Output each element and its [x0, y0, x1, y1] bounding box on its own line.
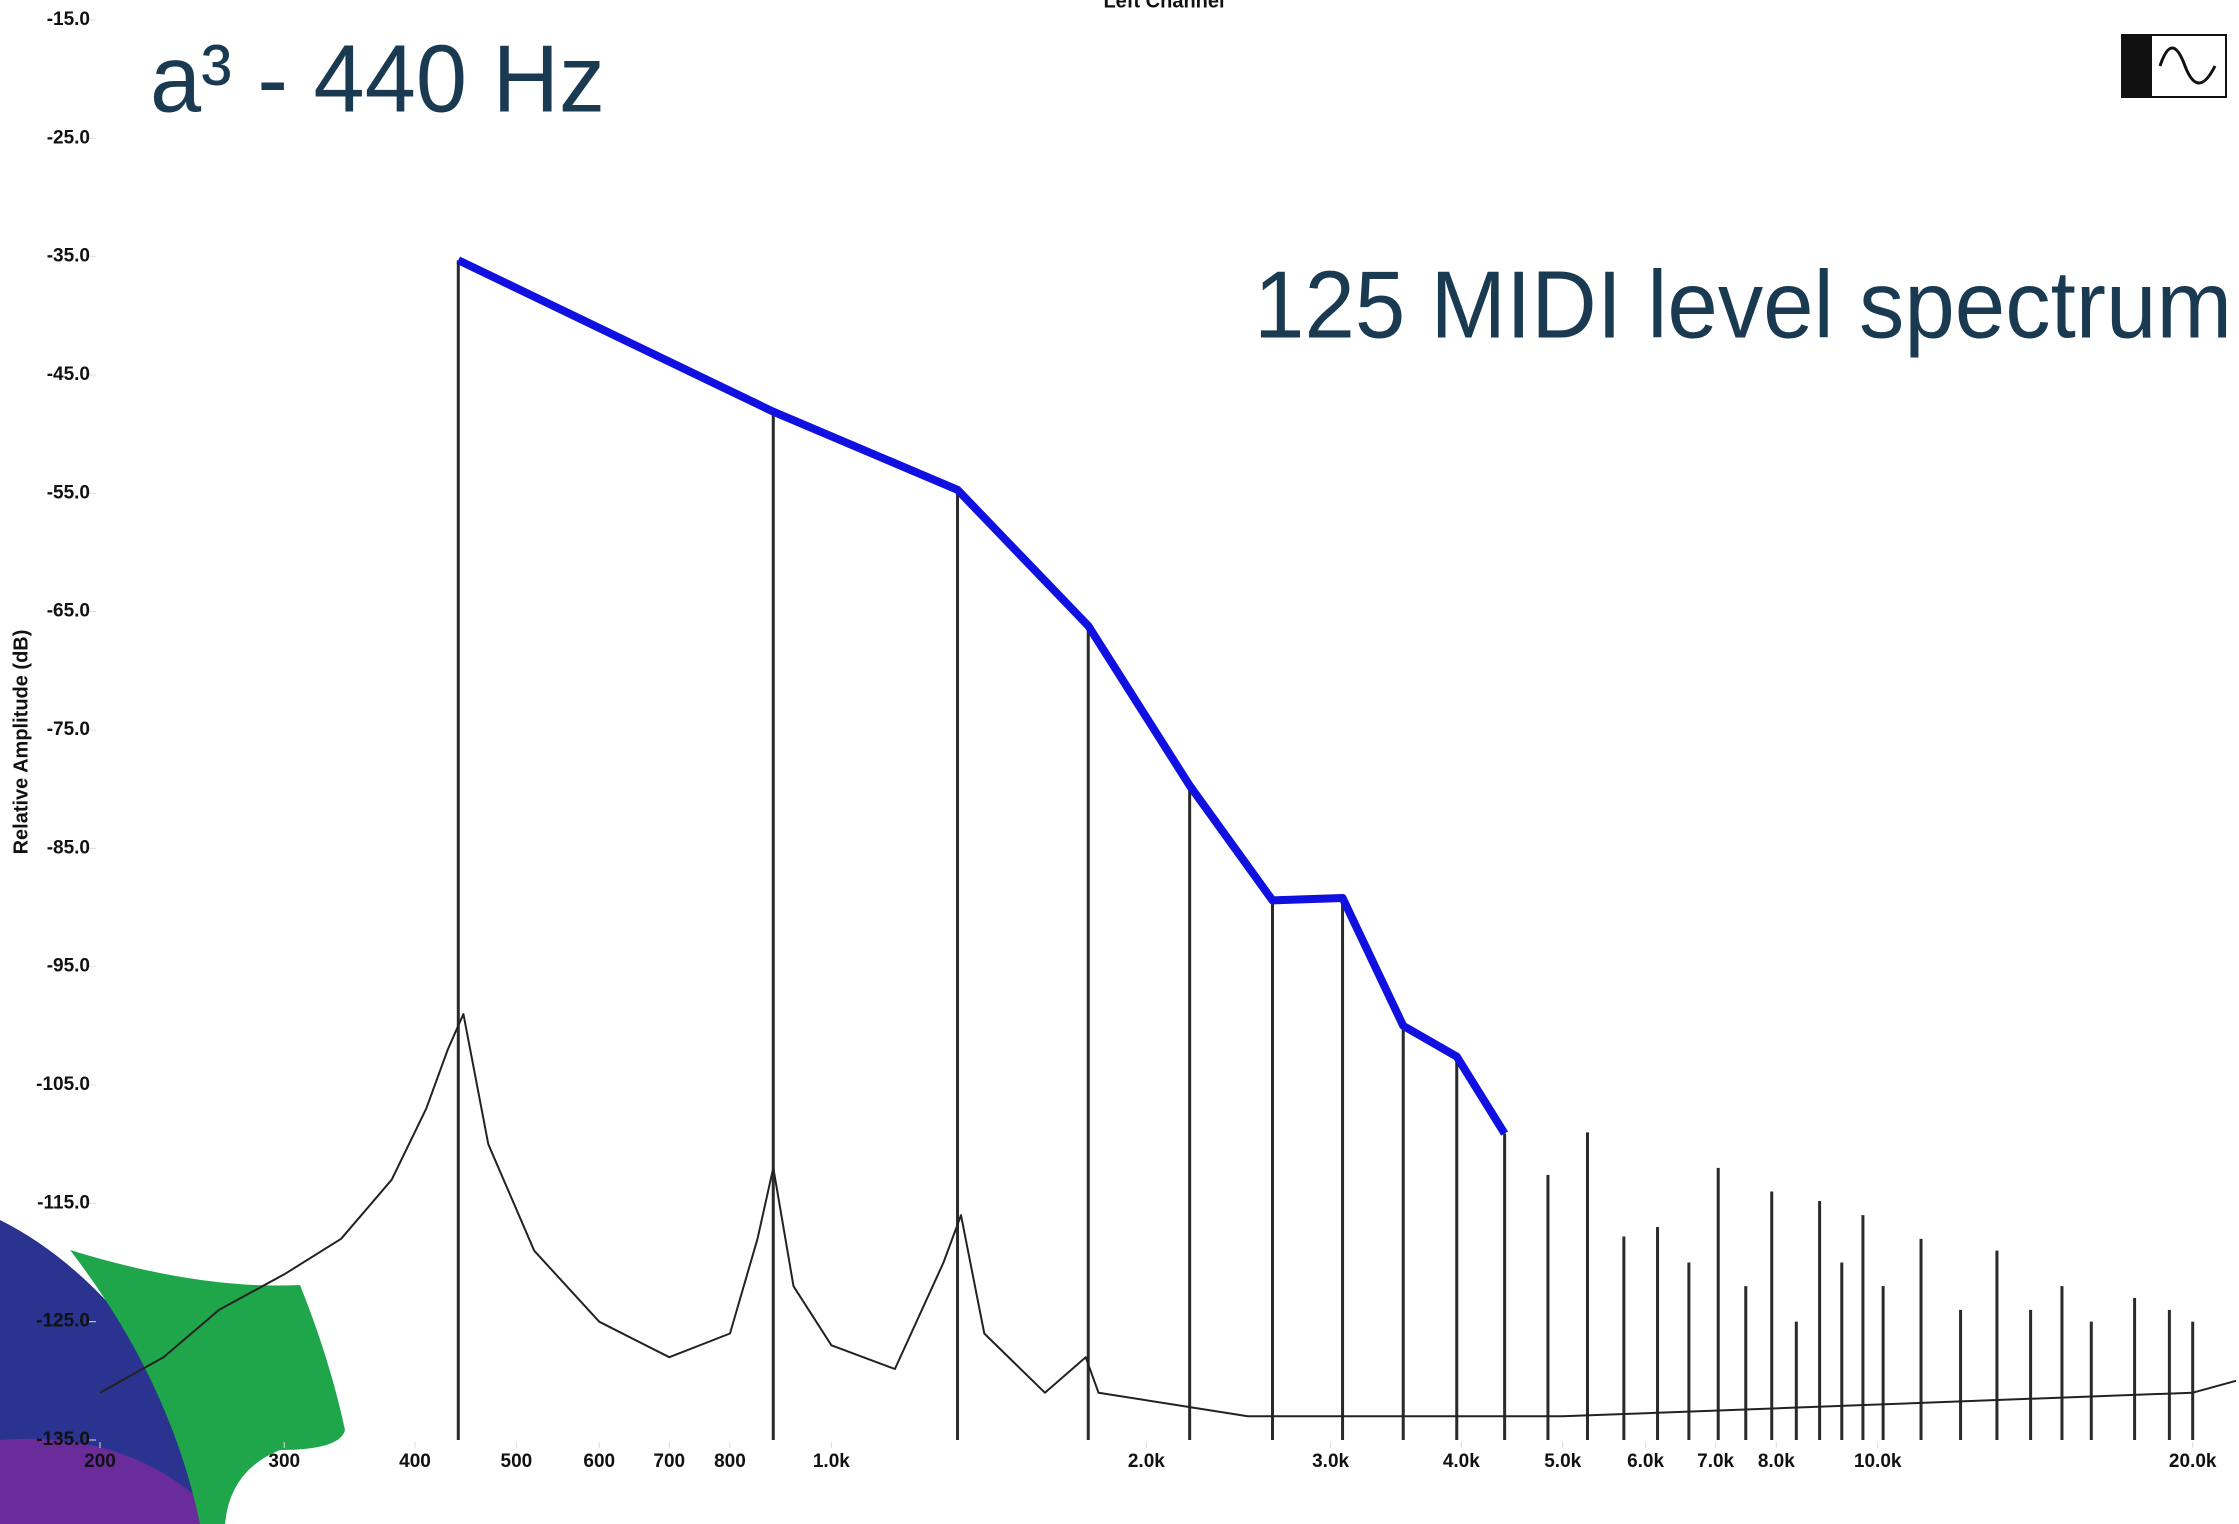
x-tick-label: 400: [399, 1451, 431, 1472]
x-tick-label: 2.0k: [1128, 1451, 1165, 1472]
x-tick-label: 700: [653, 1451, 685, 1472]
y-tick-label: -35.0: [47, 246, 90, 267]
x-tick-label: 4.0k: [1443, 1451, 1480, 1472]
x-tick-label: 3.0k: [1312, 1451, 1349, 1472]
y-tick-label: -45.0: [47, 364, 90, 385]
x-tick-label: 20.0k: [2169, 1451, 2217, 1472]
brand-logo: [2121, 34, 2227, 98]
x-tick-label: 800: [714, 1451, 746, 1472]
x-tick-label: 300: [268, 1451, 300, 1472]
x-tick-label: 1.0k: [813, 1451, 850, 1472]
chart-subtitle: Left Channel: [1103, 0, 1224, 12]
x-tick-label: 600: [583, 1451, 615, 1472]
x-tick-label: 500: [501, 1451, 533, 1472]
annotation: 125 MIDI level spectrum: [1254, 251, 2232, 358]
y-tick-label: -105.0: [36, 1074, 90, 1095]
y-tick-label: -75.0: [47, 719, 90, 740]
y-tick-label: -125.0: [36, 1311, 90, 1332]
x-tick-label: 6.0k: [1627, 1451, 1664, 1472]
x-tick-label: 200: [84, 1451, 116, 1472]
x-tick-label: 5.0k: [1544, 1451, 1581, 1472]
y-tick-label: -65.0: [47, 601, 90, 622]
chart-title: a³ - 440 Hz: [150, 25, 605, 132]
envelope-line: [456, 256, 1508, 1136]
y-tick-label: -15.0: [47, 9, 90, 30]
y-tick-label: -95.0: [47, 956, 90, 977]
spectrum-line: [99, 1013, 2237, 1418]
y-tick-label: -135.0: [36, 1429, 90, 1450]
y-tick-label: -25.0: [47, 127, 90, 148]
x-tick-label: 7.0k: [1697, 1451, 1734, 1472]
x-tick-label: 8.0k: [1758, 1451, 1795, 1472]
logo-decoration: [0, 1220, 345, 1524]
y-tick-label: -115.0: [37, 1192, 90, 1213]
y-tick-label: -55.0: [47, 482, 90, 503]
x-tick-label: 10.0k: [1854, 1451, 1902, 1472]
y-tick-label: -85.0: [47, 837, 90, 858]
y-axis-label: Relative Amplitude (dB): [10, 630, 32, 855]
